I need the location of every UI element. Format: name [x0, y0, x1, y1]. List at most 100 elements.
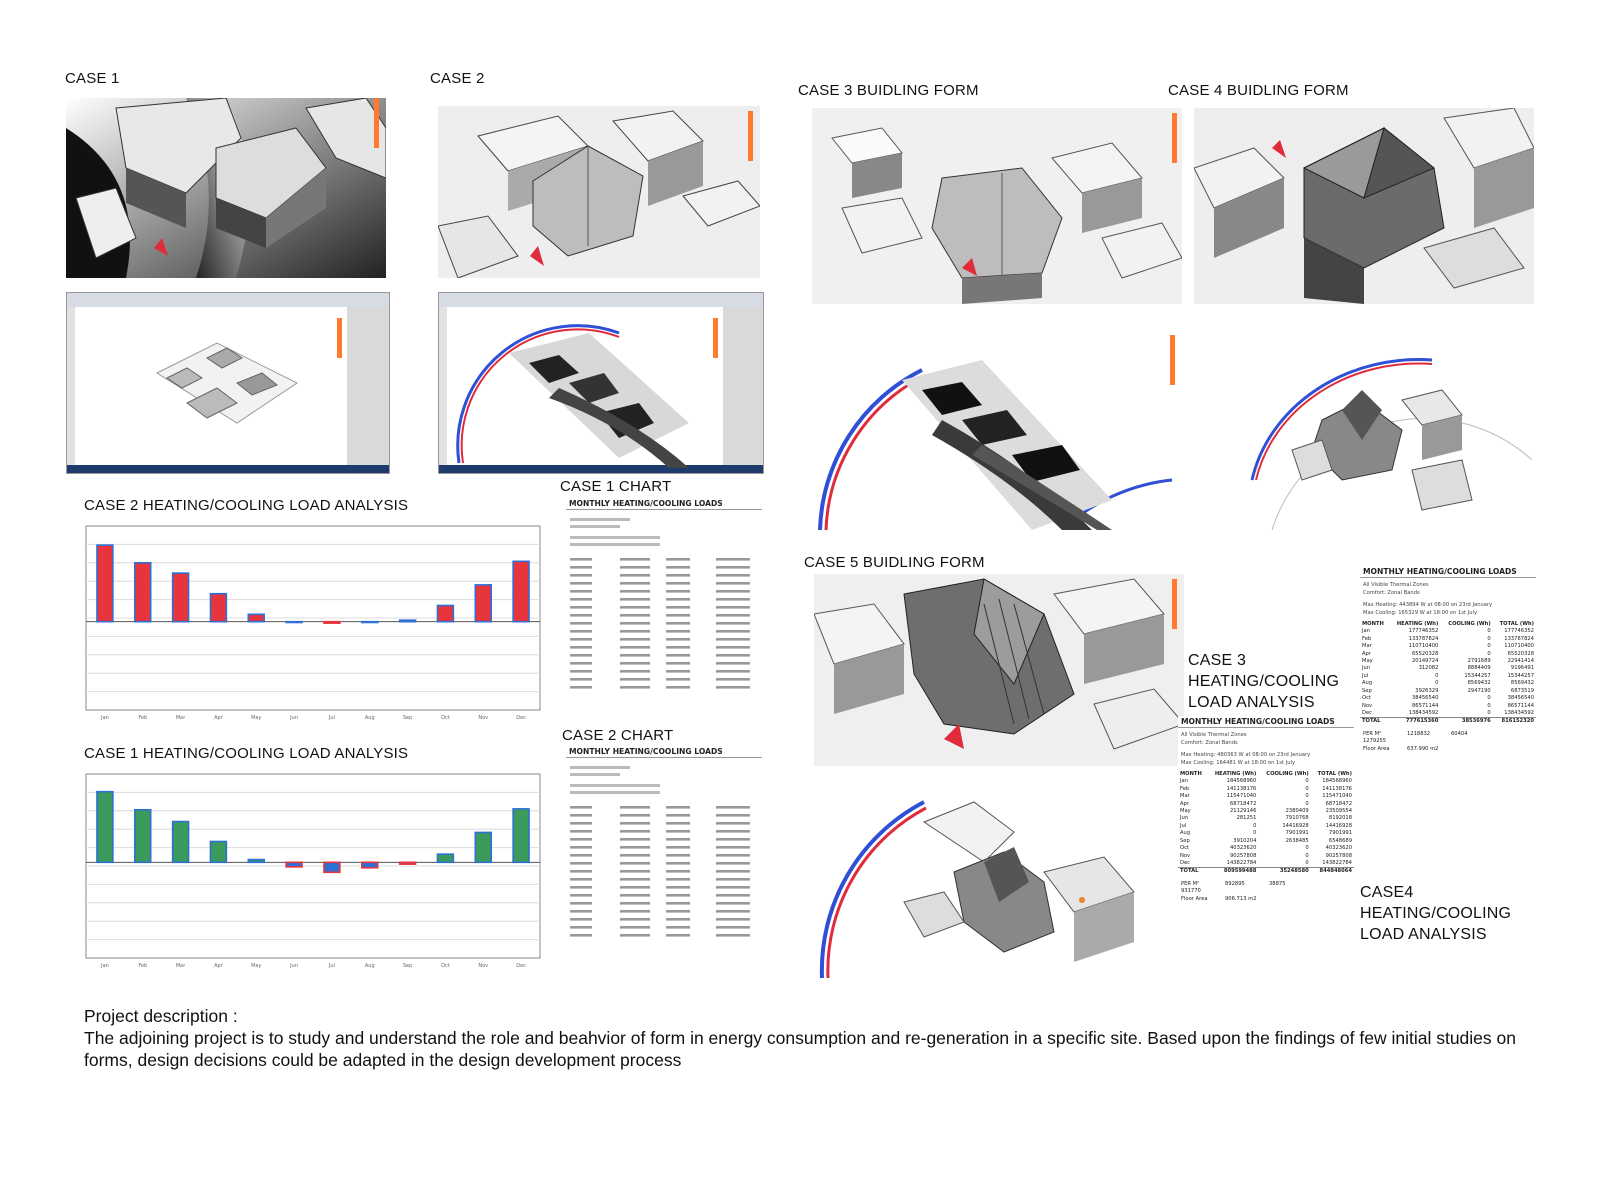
table-cell: TOTAL (Wh) [1317, 771, 1352, 778]
table-row-placeholder [716, 862, 750, 866]
footer-value: 906.713 m2 [1225, 895, 1257, 902]
caption-case3-form: CASE 3 BUIDLING FORM [798, 82, 979, 99]
table-cell: 86571144 [1411, 702, 1439, 709]
table-cell: 0 [1487, 695, 1491, 702]
table-row-placeholder [716, 670, 750, 674]
table-row-placeholder [620, 830, 650, 834]
table-cell: 21129146 [1229, 808, 1257, 815]
table-row-placeholder [570, 566, 592, 570]
table-row-placeholder [716, 838, 750, 842]
table-row: Mar 115471040 0 115471040 [1178, 793, 1354, 800]
bar-mar [171, 572, 190, 623]
case4-table-title: MONTHLY HEATING/COOLING LOADS [1360, 566, 1536, 579]
table-cell: COOLING (Wh) [1448, 621, 1491, 628]
table-row-placeholder [620, 686, 650, 690]
table-row-placeholder [570, 926, 592, 930]
table-row-placeholder [716, 606, 750, 610]
case3-max-heating: Max Heating: 480363 W at 08:00 on 23rd J… [1181, 752, 1311, 759]
table-row-placeholder [620, 814, 650, 818]
table-cell: 133787824 [1408, 635, 1439, 642]
table-row-placeholder [666, 886, 690, 890]
table-row-placeholder [716, 926, 750, 930]
table-cell: 177746352 [1504, 628, 1534, 635]
table-total-row: TOTAL 809599488 35248580 844848064 [1178, 867, 1354, 876]
footer-value: 1218832 [1407, 730, 1431, 737]
table-row-placeholder [666, 862, 690, 866]
table-cell: 2791689 [1467, 658, 1491, 665]
table-row-placeholder [716, 846, 750, 850]
table-row-placeholder [666, 854, 690, 858]
table-row-placeholder [620, 646, 650, 650]
table-cell: 2947190 [1467, 687, 1491, 694]
table-cell: Nov [1362, 702, 1373, 709]
table-cell: 23509554 [1325, 808, 1352, 815]
table-row-placeholder [570, 574, 592, 578]
case4-table-grid: MONTH HEATING (Wh) COOLING (Wh) TOTAL (Wh) J… [1360, 621, 1536, 726]
table-row-placeholder [620, 934, 650, 938]
table-cell: 0 [1487, 709, 1491, 716]
table-row-placeholder [666, 638, 690, 642]
table-cell: 8192018 [1328, 815, 1352, 822]
table-cell: 0 [1487, 635, 1491, 642]
table-row-placeholder [716, 902, 750, 906]
table-cell: Oct [1362, 695, 1371, 702]
table-cell: 8884409 [1467, 665, 1491, 672]
table-row-placeholder [666, 678, 690, 682]
table-row-placeholder [666, 878, 690, 882]
table-row-placeholder [620, 590, 650, 594]
table-row: Sep 3926329 2947190 6873519 [1360, 688, 1536, 695]
table-row-placeholder [620, 886, 650, 890]
table-cell: 38456540 [1411, 695, 1439, 702]
table-cell: 38456540 [1507, 695, 1534, 702]
table-cell: 0 [1305, 845, 1309, 852]
table-row-placeholder [570, 854, 592, 858]
bar-nov [474, 584, 492, 623]
table-row: Feb 141138176 0 141138176 [1178, 786, 1354, 793]
footer-value: Floor Area [1363, 745, 1390, 752]
table-row-placeholder [570, 646, 592, 650]
footer-value: 1279255 [1363, 738, 1387, 745]
table-row-placeholder [620, 678, 650, 682]
table-cell: 15344257 [1507, 672, 1534, 679]
table-cell: 177746352 [1408, 628, 1439, 635]
table-cell: Aug [1362, 680, 1373, 687]
table-row-placeholder [666, 918, 690, 922]
caption-case4-form: CASE 4 BUIDLING FORM [1168, 82, 1349, 99]
bar-aug [361, 861, 379, 869]
table-cell: 90257808 [1229, 852, 1257, 859]
table-row-placeholder [570, 630, 592, 634]
table-row-placeholder [620, 638, 650, 642]
x-tick-label: Dec [516, 715, 526, 721]
table-row-placeholder [620, 806, 650, 810]
table-row-placeholder [716, 870, 750, 874]
table-cell: COOLING (Wh) [1266, 771, 1309, 778]
x-tick-label: Apr [214, 715, 224, 721]
table-cell: 2638485 [1285, 837, 1309, 844]
table-row-placeholder [716, 886, 750, 890]
table-row-placeholder [716, 894, 750, 898]
table-row-placeholder [620, 558, 650, 562]
table-cell: Jun [1180, 815, 1189, 822]
table-cell: 40323620 [1325, 845, 1352, 852]
table-row-placeholder [716, 646, 750, 650]
table-header-row: MONTH HEATING (Wh) COOLING (Wh) TOTAL (Wh) [1360, 621, 1536, 628]
caption-case4-load: CASE4 HEATING/COOLING LOAD ANALYSIS [1360, 884, 1512, 943]
table-cell: 0 [1305, 859, 1309, 866]
table-row-placeholder [620, 838, 650, 842]
table-row-placeholder [716, 662, 750, 666]
table-cell: 6873519 [1510, 687, 1534, 694]
table-cell: Jul [1180, 822, 1187, 829]
bar-sep [398, 619, 417, 623]
case3-sunpath-view [812, 330, 1182, 530]
table-row: Jul 0 14416928 14416928 [1178, 823, 1354, 830]
table-row-placeholder [716, 622, 750, 626]
table-cell: Feb [1362, 635, 1372, 642]
case3-table-title: MONTHLY HEATING/COOLING LOADS [1178, 716, 1354, 729]
table-cell: Apr [1362, 650, 1371, 657]
table-row-placeholder [666, 926, 690, 930]
case2-load-chart-svg: Jan Feb Mar Apr May Jun Jul Aug Sep Oct Nov Dec [85, 525, 541, 721]
table-row-placeholder [570, 814, 592, 818]
table-row: Nov 86571144 0 86571144 [1360, 703, 1536, 710]
caption-case2-load: CASE 2 HEATING/COOLING LOAD ANALYSIS [84, 497, 409, 514]
table-cell: 65520328 [1411, 650, 1439, 657]
